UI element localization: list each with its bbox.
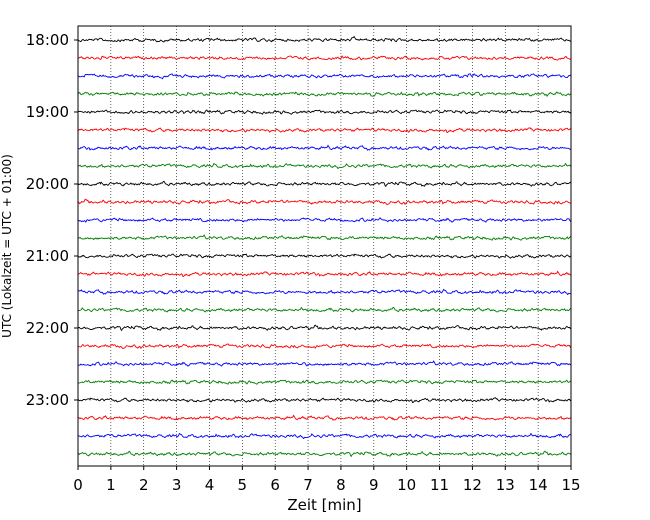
- trace-2300: [77, 397, 572, 403]
- trace-2115: [77, 270, 572, 277]
- trace-2100: [77, 253, 572, 259]
- trace-2145: [77, 306, 572, 313]
- x-tick-label: 0: [73, 476, 83, 494]
- trace-2045: [77, 234, 572, 241]
- trace-2215: [77, 343, 572, 349]
- x-tick-label: 12: [463, 476, 482, 494]
- trace-2000: [77, 180, 572, 188]
- x-tick-label: 1: [106, 476, 116, 494]
- x-tick-label: 13: [496, 476, 515, 494]
- x-tick-label: 4: [205, 476, 215, 494]
- x-tick-label: 15: [561, 476, 580, 494]
- y-tick-label: 21:00: [26, 247, 69, 265]
- y-tick-label: 20:00: [26, 175, 69, 193]
- trace-1845: [77, 91, 572, 98]
- y-tick-label: 23:00: [26, 391, 69, 409]
- y-tick-label: 18:00: [26, 31, 69, 49]
- y-tick-label: 19:00: [26, 103, 69, 121]
- x-tick-label: 2: [139, 476, 149, 494]
- x-tick-label: 14: [529, 476, 548, 494]
- trace-1815: [77, 54, 572, 61]
- trace-1900: [77, 109, 572, 115]
- y-axis-label: UTC (Lokalzeit = UTC + 01:00): [0, 154, 14, 338]
- y-axis-ticks: 18:00 19:00 20:00 21:00 22:00 23:00: [26, 31, 78, 409]
- x-tick-label: 10: [397, 476, 416, 494]
- trace-2345: [77, 450, 572, 458]
- trace-2230: [77, 360, 572, 367]
- x-tick-label: 3: [172, 476, 182, 494]
- trace-1800: [77, 35, 572, 43]
- trace-2200: [77, 324, 572, 332]
- x-axis-label: Zeit [min]: [287, 496, 361, 514]
- trace-2330: [77, 432, 572, 440]
- x-tick-label: 5: [238, 476, 248, 494]
- x-tick-label: 11: [430, 476, 449, 494]
- trace-2030: [77, 217, 572, 223]
- trace-2130: [77, 288, 572, 296]
- x-tick-label: 7: [303, 476, 313, 494]
- trace-1945: [77, 162, 572, 170]
- y-tick-label: 22:00: [26, 319, 69, 337]
- trace-1915: [77, 127, 572, 133]
- trace-1830: [77, 73, 572, 80]
- x-tick-label: 9: [369, 476, 379, 494]
- x-tick-label: 8: [336, 476, 346, 494]
- trace-1930: [77, 144, 572, 151]
- grid-lines: [110, 26, 539, 466]
- trace-2015: [77, 198, 572, 205]
- seismic-traces: [77, 35, 572, 458]
- plot-frame: [77, 25, 572, 467]
- trace-2315: [77, 414, 572, 421]
- x-axis-ticks: 0 1 2 3 4 5 6 7 8 9 10 11 12 13 14 15: [73, 466, 581, 494]
- trace-2245: [77, 379, 572, 385]
- x-tick-label: 6: [270, 476, 280, 494]
